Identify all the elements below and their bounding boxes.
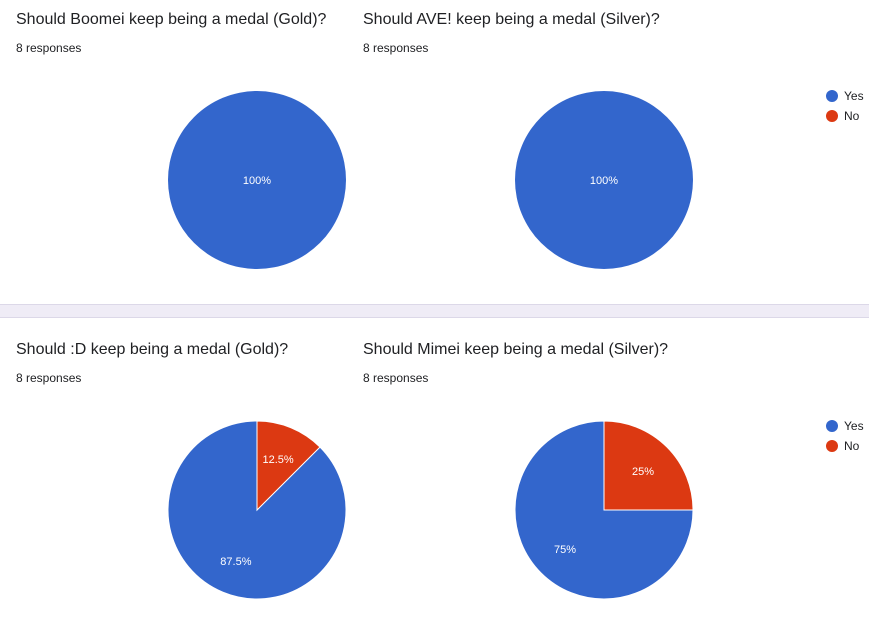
legend-label: No [844, 439, 860, 453]
legend-swatch-yes [826, 420, 838, 432]
legend-swatch-yes [826, 90, 838, 102]
question-title: Should :D keep being a medal (Gold)? [16, 341, 289, 358]
pie-slice-label: 12.5% [263, 454, 294, 466]
legend-item-no: No [826, 106, 864, 126]
chart-section-top: Should Boomei keep being a medal (Gold)?… [0, 0, 869, 304]
legend-swatch-no [826, 110, 838, 122]
response-count: 8 responses [16, 371, 82, 385]
response-count: 8 responses [363, 41, 429, 55]
pie-slice-no [603, 420, 694, 511]
chart-legend: Yes No [826, 86, 864, 126]
question-title: Should Boomei keep being a medal (Gold)? [16, 11, 327, 28]
legend-label: Yes [844, 419, 864, 433]
pie-slice-label: 75% [554, 544, 576, 556]
pie-slice-label: 25% [632, 466, 654, 478]
pie-slice-label: 87.5% [220, 556, 251, 568]
pie-chart: 75% 25% [514, 420, 694, 600]
response-count: 8 responses [16, 41, 82, 55]
legend-item-no: No [826, 436, 864, 456]
legend-swatch-no [826, 440, 838, 452]
chart-section-bottom: Should :D keep being a medal (Gold)? 8 r… [0, 318, 869, 628]
legend-label: No [844, 109, 860, 123]
pie-chart: 100% [168, 91, 346, 269]
pie-chart: 87.5% 12.5% [167, 420, 347, 600]
pie-slice-label: 100% [590, 175, 618, 187]
pie-slice-label: 100% [243, 175, 271, 187]
pie-slice-no [256, 420, 321, 512]
response-count: 8 responses [363, 371, 429, 385]
legend-label: Yes [844, 89, 864, 103]
legend-item-yes: Yes [826, 416, 864, 436]
legend-item-yes: Yes [826, 86, 864, 106]
section-divider [0, 304, 869, 318]
pie-slice-yes [515, 91, 693, 269]
pie-chart: 100% [515, 91, 693, 269]
question-title: Should Mimei keep being a medal (Silver)… [363, 341, 669, 358]
question-title: Should AVE! keep being a medal (Silver)? [363, 11, 660, 28]
chart-legend: Yes No [826, 416, 864, 456]
pie-slice-yes [168, 91, 346, 269]
